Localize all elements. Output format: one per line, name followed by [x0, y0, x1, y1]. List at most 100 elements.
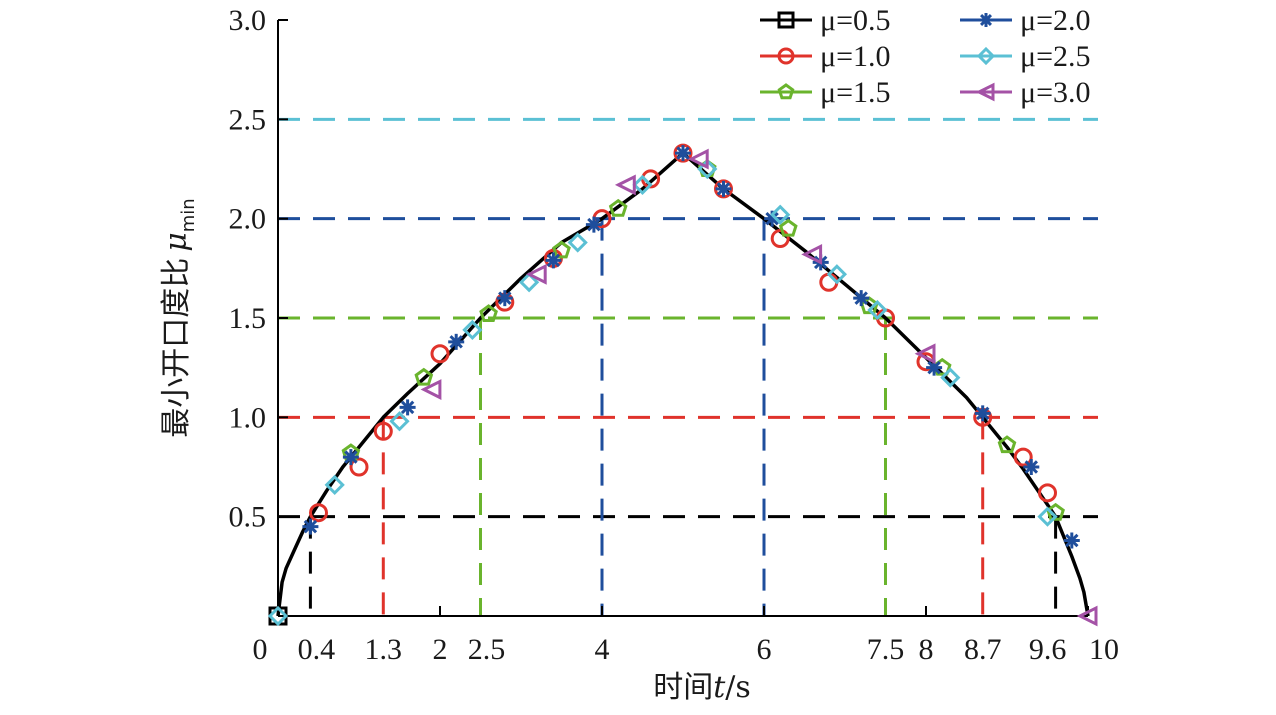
marker-point	[462, 319, 483, 341]
marker-point	[819, 272, 839, 292]
marker-point	[697, 158, 718, 180]
x-tick-label: 1.3	[365, 633, 403, 666]
marker-point	[1013, 447, 1033, 467]
marker-point	[420, 379, 442, 400]
asterisk-stroke	[344, 450, 358, 464]
marker-point	[552, 240, 571, 259]
axis-labels: 最小开口度比 μmin 时间t/s	[159, 198, 751, 705]
legend-swatch-marker	[777, 11, 795, 29]
asterisk-stroke	[1024, 460, 1039, 474]
legend-swatch-marker	[777, 47, 795, 65]
x-tick-label: 0	[253, 633, 268, 666]
marker-point	[853, 290, 870, 307]
legend-item: μ=1.5	[760, 76, 891, 109]
marker-point	[687, 148, 709, 170]
y-tick-label: 1.5	[229, 302, 267, 335]
y-tick-label: 0.5	[229, 501, 267, 534]
curve-layer	[276, 151, 1090, 617]
y-tick-label: 3.0	[229, 4, 267, 37]
marker-point	[675, 145, 691, 162]
asterisk-stroke	[498, 291, 512, 305]
marker-point	[267, 605, 289, 627]
y-tick-label: 2.5	[229, 103, 267, 136]
y-tick-label: 1.0	[229, 401, 267, 434]
marker-point	[770, 229, 790, 249]
marker-point	[525, 263, 547, 285]
marker-point	[974, 405, 991, 422]
y-axis-title-symbol: μ	[159, 232, 194, 252]
x-axis-title-var: t	[713, 670, 726, 705]
x-tick-label: 10	[1089, 633, 1119, 666]
legend-item: μ=1.0	[760, 40, 891, 73]
markers-layer	[267, 143, 1098, 627]
marker-point	[342, 449, 359, 466]
x-tick-label: 2	[433, 633, 448, 666]
x-tick-label: 0.4	[298, 633, 336, 666]
x-tick-label: 9.6	[1029, 633, 1067, 666]
asterisk-stroke	[1065, 533, 1079, 548]
marker-point	[608, 198, 628, 217]
x-tick-label: 7.5	[867, 633, 905, 666]
legend-item: μ=0.5	[760, 4, 891, 37]
legend-item: μ=2.0	[960, 4, 1091, 37]
marker-point	[518, 272, 540, 293]
asterisk-stroke	[587, 217, 601, 232]
marker-point	[1063, 532, 1080, 549]
asterisk-stroke	[975, 406, 990, 421]
y-axis-title: 最小开口度比 μmin	[159, 198, 199, 437]
legend-swatch-marker	[976, 46, 996, 66]
marker-point	[567, 232, 588, 253]
asterisk-stroke	[716, 182, 731, 196]
marker-point	[430, 344, 450, 364]
marker-point	[448, 333, 465, 350]
asterisk-stroke	[303, 519, 318, 534]
marker-point	[349, 457, 369, 477]
asterisk-stroke	[854, 291, 868, 305]
legend-label: μ=1.0	[820, 40, 891, 73]
marker-point	[302, 518, 319, 535]
marker-point	[801, 243, 823, 265]
marker-point	[309, 503, 328, 523]
x-axis-title-unit: /s	[725, 670, 751, 705]
marker-point	[373, 421, 393, 441]
marker-point	[1023, 459, 1040, 475]
x-axis-title-main: 时间	[653, 670, 713, 705]
legend-item: μ=3.0	[960, 76, 1091, 109]
marker-point	[826, 264, 848, 285]
marker-point	[414, 367, 434, 386]
axes: 0.5 1.0 1.5 2.0 2.5 3.0 0 0.4 1.3 2 2.5 4 6 7.5 8 8.7 9.…	[229, 4, 1120, 666]
asterisk-stroke	[546, 253, 561, 268]
asterisk-stroke	[400, 400, 415, 415]
legend-label: μ=1.5	[820, 76, 891, 109]
marker-point	[479, 304, 498, 322]
marker-point	[545, 252, 562, 269]
marker-point	[1037, 506, 1058, 527]
marker-point	[399, 399, 416, 416]
threshold-lines	[278, 117, 1098, 616]
main-curve	[276, 151, 1090, 617]
marker-point	[1076, 605, 1098, 627]
x-axis-title: 时间t/s	[653, 670, 751, 705]
asterisk-stroke	[927, 360, 941, 375]
x-tick-label: 4	[595, 633, 610, 666]
legend-swatch-marker	[777, 83, 795, 100]
marker-point	[1038, 483, 1057, 503]
y-axis-title-main: 最小开口度比	[159, 258, 194, 438]
marker-point	[632, 174, 653, 196]
marker-point	[778, 218, 798, 237]
marker-point	[914, 343, 936, 365]
asterisk-stroke	[979, 13, 993, 27]
x-tick-label: 6	[757, 633, 772, 666]
legend-label: μ=0.5	[820, 4, 891, 37]
legend-label: μ=2.5	[1020, 40, 1091, 73]
legend-label: μ=2.0	[1020, 4, 1091, 37]
legend-swatch-marker	[979, 13, 993, 27]
marker-point	[770, 204, 791, 225]
x-tick-label: 2.5	[468, 633, 506, 666]
x-tick-label: 8.7	[964, 633, 1002, 666]
marker-point	[585, 216, 602, 233]
marker-point	[997, 435, 1017, 454]
legend: μ=0.5μ=1.0μ=1.5 μ=2.0μ=2.5μ=3.0	[760, 4, 1091, 109]
